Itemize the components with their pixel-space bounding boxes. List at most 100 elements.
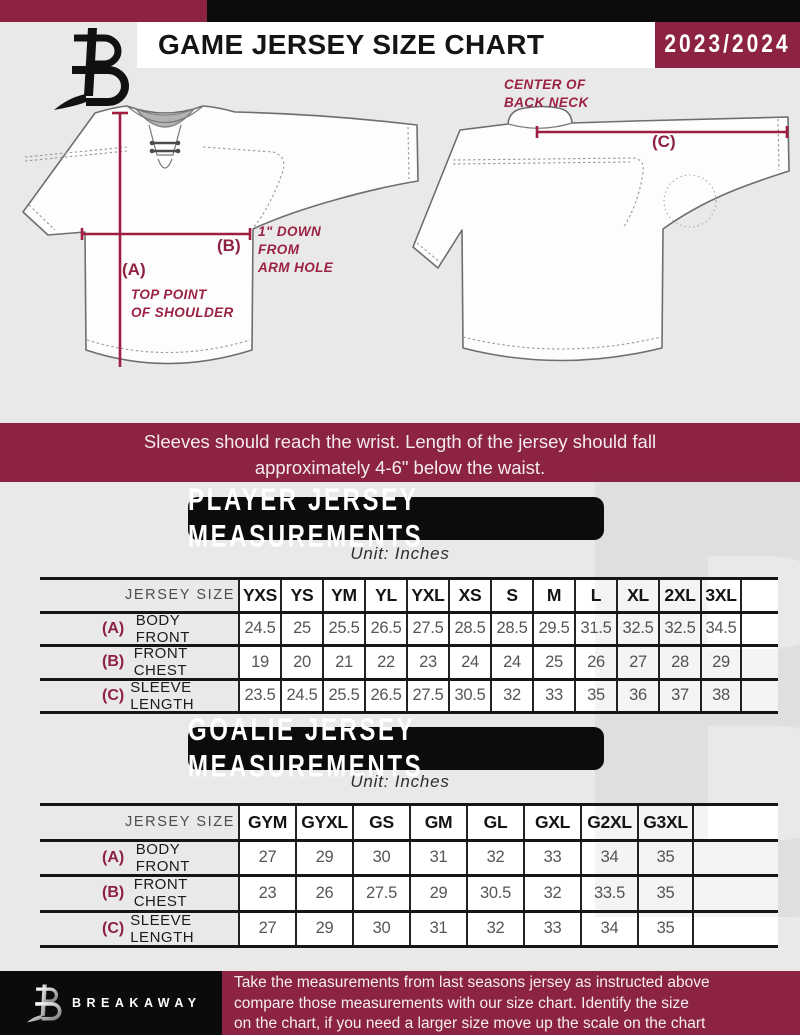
row-key: (A) [102, 619, 125, 637]
row-key: (C) [102, 686, 125, 704]
size-column-header: GM [409, 806, 466, 839]
measure-c-caption: CENTER OF BACK NECK [504, 77, 589, 110]
footer-instructions: Take the measurements from last seasons … [222, 971, 800, 1035]
measurement-cell: 25 [280, 613, 322, 644]
measurement-cell: 26 [295, 877, 352, 910]
measurement-cell: 23.5 [238, 680, 280, 711]
size-column-header: YXL [406, 580, 448, 611]
fit-note-band: Sleeves should reach the wrist. Length o… [0, 423, 800, 482]
footer-brand-name: BREAKAWAY [72, 996, 202, 1010]
table-open-end [694, 877, 778, 910]
size-column-header: YM [322, 580, 364, 611]
measurement-cell: 33 [523, 841, 580, 874]
measurement-row: (B) FRONT CHEST 19 20 21 22 23 24 24 25 26 27 28 29 [40, 645, 778, 681]
measure-b-caption: 1" DOWN FROM ARM HOLE [258, 224, 334, 275]
row-label: (C) SLEEVE LENGTH [40, 679, 238, 713]
size-column-header: GS [352, 806, 409, 839]
measurement-cell: 32 [523, 877, 580, 910]
measurement-cell: 25 [532, 647, 574, 678]
front-jersey-diagram [22, 105, 419, 367]
measurement-row: (A) BODY FRONT 27 29 30 31 32 33 34 35 [40, 841, 778, 877]
size-column-header: S [490, 580, 532, 611]
table-open-end [742, 613, 778, 644]
footer-brand-box: BREAKAWAY [0, 971, 222, 1035]
measurement-cell: 21 [322, 647, 364, 678]
size-column-header: L [574, 580, 616, 611]
back-jersey-diagram [412, 105, 790, 362]
table-corner-label: JERSEY SIZE [125, 587, 236, 604]
measurement-cell: 27.5 [406, 613, 448, 644]
size-column-header: XL [616, 580, 658, 611]
measurement-row: (B) FRONT CHEST 23 26 27.5 29 30.5 32 33.5 35 [40, 876, 778, 913]
measurement-cell: 32.5 [658, 613, 700, 644]
row-label: (B) FRONT CHEST [40, 876, 238, 911]
row-label: (A) BODY FRONT [40, 841, 238, 875]
player-size-table: JERSEY SIZE YXS YS YM YL YXL XS S M L XL 2XL 3XL (A) B… [40, 577, 778, 714]
goalie-section-title: GOALIE JERSEY MEASUREMENTS [188, 712, 424, 784]
measurement-cell: 35 [637, 912, 694, 945]
size-column-header: YL [364, 580, 406, 611]
measurement-cell: 23 [406, 647, 448, 678]
goalie-unit-label: Unit: Inches [350, 772, 450, 791]
measurement-cell: 28.5 [448, 613, 490, 644]
measurement-cell: 26.5 [364, 680, 406, 711]
footer-line: Take the measurements from last seasons … [234, 974, 710, 992]
measure-c-key: (C) [652, 132, 676, 151]
measurement-cell: 27 [238, 841, 295, 874]
page-title: GAME JERSEY SIZE CHART [158, 29, 545, 60]
measurement-cell: 23 [238, 877, 295, 910]
measurement-cell: 30.5 [466, 877, 523, 910]
measurement-cell: 32 [466, 912, 523, 945]
row-title: SLEEVE LENGTH [130, 911, 195, 946]
measurement-cell: 24.5 [238, 613, 280, 644]
measurement-cell: 31 [409, 912, 466, 945]
measure-a-key: (A) [122, 260, 146, 279]
measurement-cell: 34 [580, 912, 637, 945]
table-open-end [742, 647, 778, 678]
player-unit-label: Unit: Inches [350, 544, 450, 563]
size-column-header: YXS [238, 580, 280, 611]
measurement-cell: 33 [532, 680, 574, 711]
measurement-cell: 31.5 [574, 613, 616, 644]
measurement-cell: 34.5 [700, 613, 742, 644]
measurement-cell: 32 [466, 841, 523, 874]
measure-b-key: (B) [217, 236, 241, 255]
row-title: FRONT CHEST [133, 645, 188, 680]
table-corner-label: JERSEY SIZE [125, 814, 236, 831]
measurement-cell: 28.5 [490, 613, 532, 644]
row-title: BODY FRONT [135, 611, 190, 646]
measurement-cell: 29 [700, 647, 742, 678]
size-column-header: GYXL [295, 806, 352, 839]
season-label: 2023/2024 [664, 30, 791, 59]
table-header-row: JERSEY SIZE YXS YS YM YL YXL XS S M L XL 2XL 3XL [40, 580, 778, 614]
table-open-end [742, 680, 778, 711]
season-box: 2023/2024 [655, 22, 800, 68]
size-column-header: GYM [238, 806, 295, 839]
row-title: FRONT CHEST [133, 876, 188, 911]
measurement-cell: 32 [490, 680, 532, 711]
row-key: (B) [102, 653, 125, 671]
measurement-row: (A) BODY FRONT 24.5 25 25.5 26.5 27.5 28.5 28.5 2… [40, 611, 778, 647]
measurement-row: (C) SLEEVE LENGTH 23.5 24.5 25.5 26.5 27.5 30.5… [40, 679, 778, 714]
measurement-cell: 29.5 [532, 613, 574, 644]
measurement-cell: 19 [238, 647, 280, 678]
table-open-end [694, 841, 778, 874]
table-open-end [742, 580, 778, 611]
size-column-header: 2XL [658, 580, 700, 611]
measurement-cell: 29 [295, 912, 352, 945]
measurement-cell: 38 [700, 680, 742, 711]
measurement-cell: 30.5 [448, 680, 490, 711]
measurement-cell: 36 [616, 680, 658, 711]
size-column-header: GXL [523, 806, 580, 839]
measurement-cell: 25.5 [322, 680, 364, 711]
measurement-cell: 33 [523, 912, 580, 945]
measurement-cell: 24.5 [280, 680, 322, 711]
row-label: (C) SLEEVE LENGTH [40, 911, 238, 946]
measurement-cell: 24 [490, 647, 532, 678]
measurement-cell: 24 [448, 647, 490, 678]
footer-line: compare those measurements with our size… [234, 994, 689, 1012]
size-column-header: M [532, 580, 574, 611]
row-label: (A) BODY FRONT [40, 611, 238, 646]
top-strip-maroon [0, 0, 207, 22]
